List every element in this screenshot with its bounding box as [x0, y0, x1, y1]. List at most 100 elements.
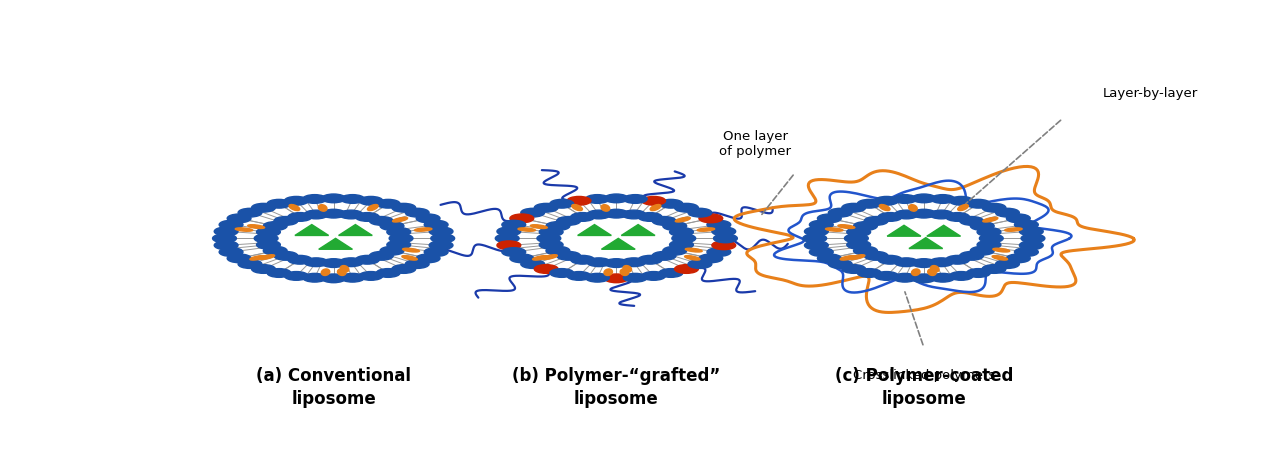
Text: (b) Polymer-“grafted”
liposome: (b) Polymer-“grafted” liposome — [512, 367, 721, 408]
Polygon shape — [338, 225, 372, 236]
Circle shape — [429, 241, 453, 250]
Circle shape — [659, 269, 682, 278]
Circle shape — [675, 203, 699, 212]
Circle shape — [639, 212, 662, 221]
Circle shape — [255, 234, 278, 243]
Circle shape — [305, 210, 328, 219]
Circle shape — [982, 203, 1006, 212]
Circle shape — [828, 260, 852, 269]
Circle shape — [979, 234, 1004, 243]
Circle shape — [376, 269, 401, 278]
Circle shape — [550, 199, 573, 208]
Circle shape — [842, 203, 865, 212]
Ellipse shape — [236, 228, 252, 231]
Circle shape — [977, 228, 1001, 236]
Circle shape — [858, 269, 881, 278]
Polygon shape — [319, 238, 352, 249]
Ellipse shape — [321, 269, 330, 276]
Ellipse shape — [572, 204, 582, 211]
Circle shape — [699, 254, 723, 263]
Polygon shape — [621, 225, 655, 236]
Circle shape — [288, 212, 312, 221]
Circle shape — [547, 222, 570, 230]
Circle shape — [911, 274, 936, 283]
Circle shape — [356, 255, 379, 264]
Circle shape — [809, 248, 833, 256]
Circle shape — [604, 259, 628, 268]
Ellipse shape — [879, 204, 890, 211]
Circle shape — [950, 196, 973, 205]
Ellipse shape — [992, 256, 1007, 260]
Ellipse shape — [518, 228, 535, 231]
Circle shape — [392, 203, 416, 212]
Ellipse shape — [838, 225, 855, 228]
Ellipse shape — [415, 228, 431, 231]
Circle shape — [652, 252, 676, 260]
Polygon shape — [577, 225, 612, 236]
Circle shape — [878, 212, 902, 221]
Circle shape — [712, 227, 736, 236]
Ellipse shape — [543, 255, 557, 260]
Ellipse shape — [840, 256, 855, 260]
Ellipse shape — [260, 255, 275, 260]
Circle shape — [303, 194, 326, 203]
Circle shape — [818, 214, 841, 223]
Circle shape — [424, 220, 448, 229]
Circle shape — [288, 255, 312, 264]
Circle shape — [622, 258, 645, 267]
Circle shape — [214, 227, 238, 236]
Circle shape — [854, 246, 877, 255]
Circle shape — [854, 222, 877, 230]
Text: One layer
of polymer: One layer of polymer — [719, 130, 791, 159]
Ellipse shape — [340, 266, 349, 272]
Circle shape — [358, 271, 383, 280]
Circle shape — [689, 208, 712, 217]
Circle shape — [406, 260, 429, 269]
Circle shape — [828, 208, 852, 217]
Circle shape — [509, 214, 534, 223]
Circle shape — [256, 228, 280, 236]
Circle shape — [946, 255, 969, 264]
Circle shape — [219, 248, 243, 256]
Ellipse shape — [650, 204, 660, 211]
Circle shape — [707, 220, 731, 229]
Circle shape — [521, 260, 544, 269]
Ellipse shape — [393, 217, 407, 222]
Circle shape — [339, 210, 364, 219]
Circle shape — [663, 246, 686, 255]
Circle shape — [622, 210, 645, 219]
Circle shape — [321, 274, 346, 283]
Circle shape — [982, 265, 1006, 273]
Ellipse shape — [319, 205, 326, 211]
Circle shape — [960, 217, 983, 225]
Circle shape — [604, 274, 628, 283]
Polygon shape — [294, 225, 329, 236]
Circle shape — [284, 196, 308, 205]
Circle shape — [550, 269, 573, 278]
Ellipse shape — [957, 204, 969, 211]
Circle shape — [878, 255, 902, 264]
Circle shape — [675, 265, 699, 273]
Circle shape — [238, 208, 262, 217]
Circle shape — [370, 252, 393, 260]
Circle shape — [252, 203, 275, 212]
Circle shape — [264, 222, 287, 230]
Circle shape — [1019, 227, 1043, 236]
Circle shape — [502, 248, 526, 256]
Circle shape — [970, 222, 995, 230]
Ellipse shape — [250, 256, 265, 260]
Text: Layer-by-layer: Layer-by-layer — [1102, 87, 1198, 100]
Text: (a) Conventional
liposome: (a) Conventional liposome — [256, 367, 411, 408]
Circle shape — [669, 240, 694, 249]
Circle shape — [911, 209, 936, 218]
Circle shape — [652, 217, 676, 225]
Circle shape — [1019, 241, 1043, 250]
Circle shape — [966, 199, 991, 208]
Ellipse shape — [602, 205, 609, 211]
Circle shape — [659, 199, 682, 208]
Ellipse shape — [530, 225, 548, 228]
Polygon shape — [909, 237, 942, 249]
Circle shape — [321, 259, 346, 268]
Circle shape — [585, 273, 609, 282]
Circle shape — [931, 273, 955, 282]
